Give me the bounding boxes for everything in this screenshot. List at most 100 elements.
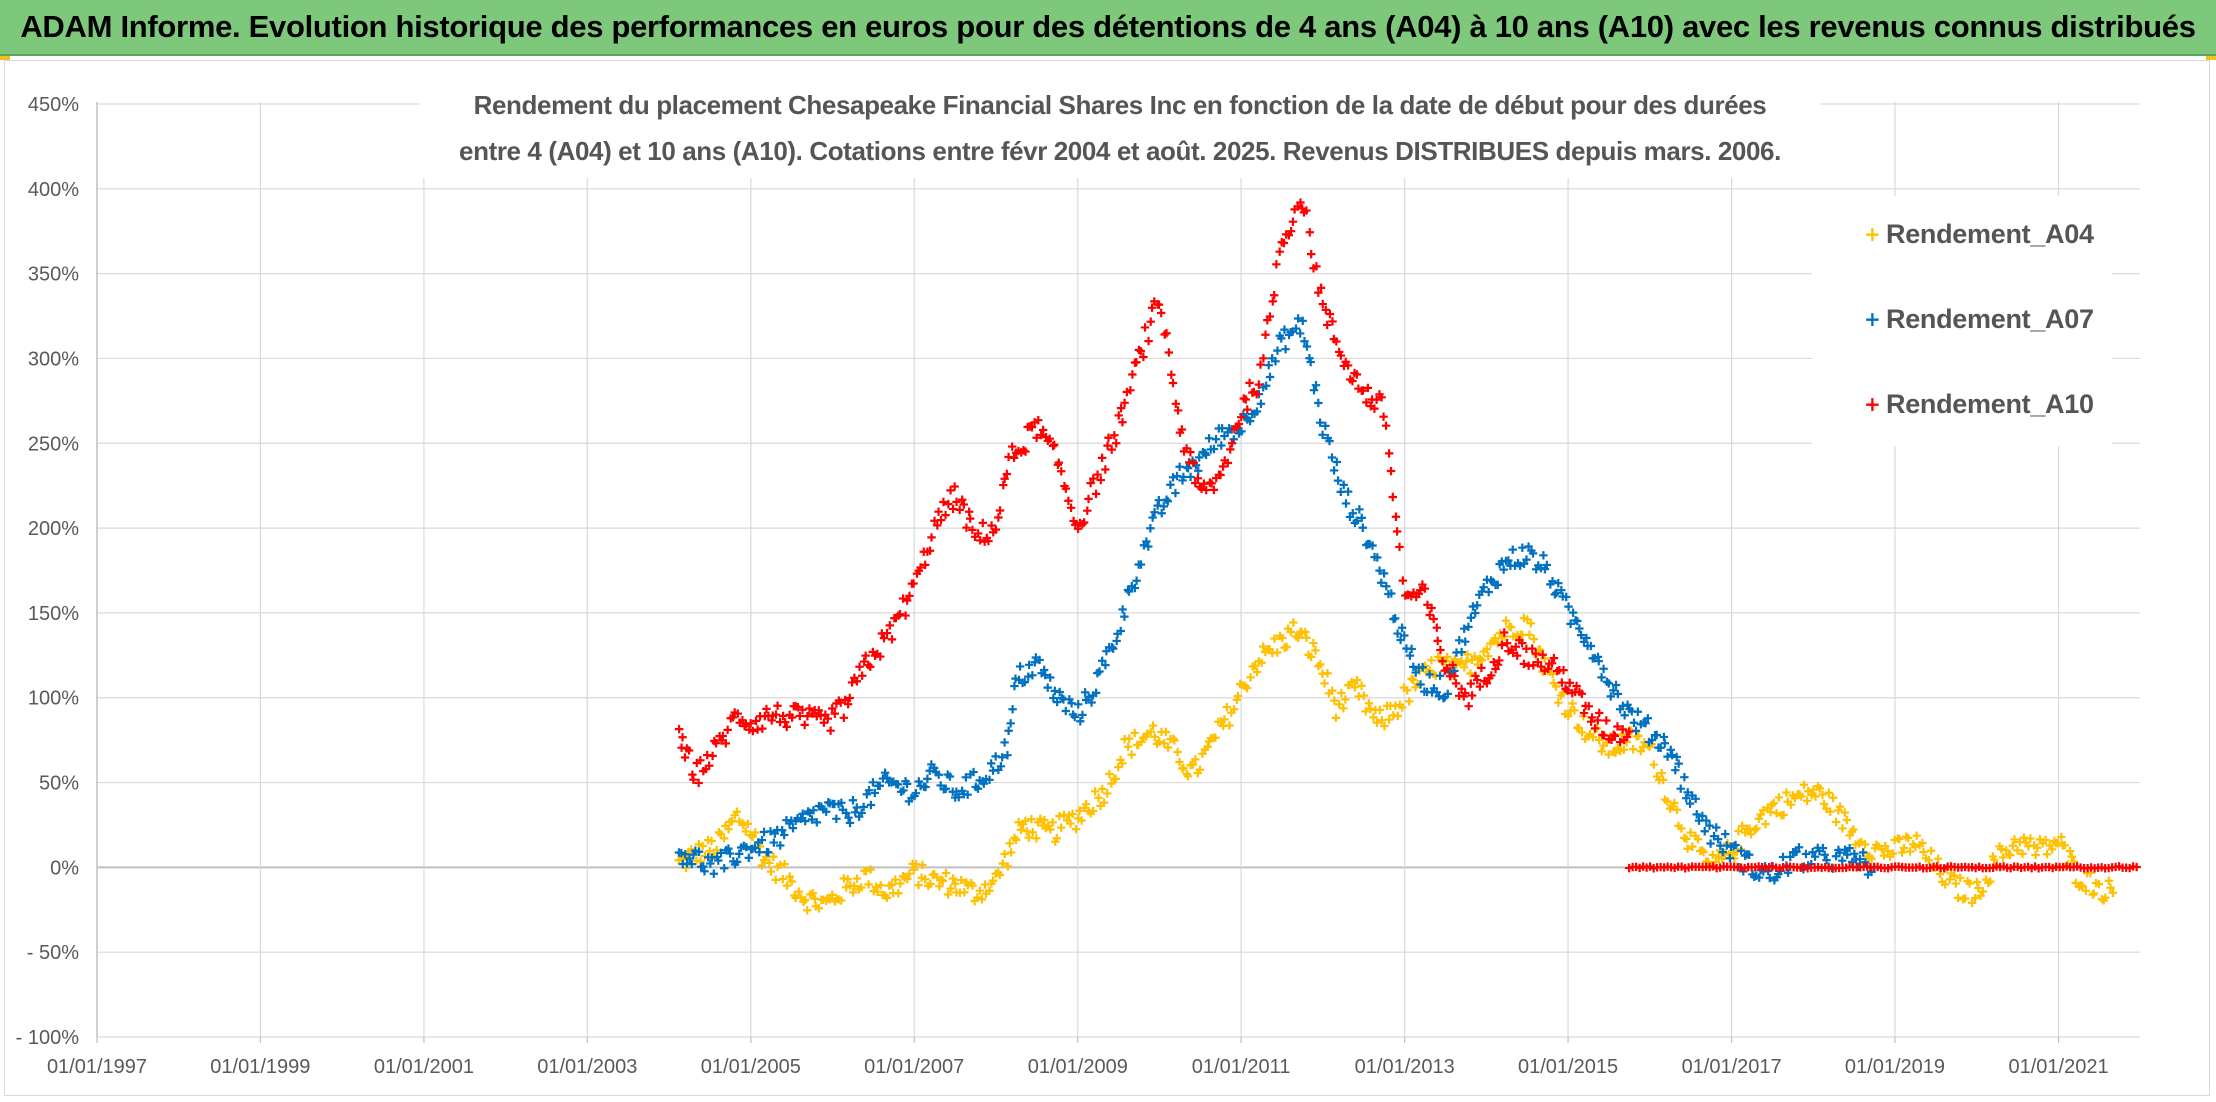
data-point-rendement-a07 — [969, 767, 978, 777]
data-point-rendement-a07 — [1339, 480, 1348, 490]
data-point-rendement-a10 — [1261, 330, 1270, 339]
data-point-rendement-a04 — [1014, 818, 1023, 827]
data-point-rendement-a10 — [1057, 467, 1066, 476]
data-point-rendement-a10 — [1497, 640, 1507, 650]
data-point-rendement-a04 — [2026, 834, 2035, 843]
data-point-rendement-a10 — [1442, 664, 1452, 673]
data-point-rendement-a04 — [2108, 888, 2118, 898]
data-point-rendement-a04 — [1682, 834, 1691, 844]
data-point-rendement-a04 — [1088, 806, 1098, 816]
data-point-rendement-a07 — [1271, 357, 1280, 366]
data-point-rendement-a04 — [1335, 700, 1344, 709]
data-point-rendement-a10 — [1245, 378, 1254, 388]
data-point-rendement-a07 — [1179, 472, 1188, 482]
data-point-rendement-a10 — [1473, 675, 1482, 685]
chart-title: Rendement du placement Chesapeake Financ… — [420, 82, 1820, 178]
data-point-rendement-a10 — [711, 738, 721, 748]
data-point-rendement-a07 — [899, 786, 908, 795]
data-point-rendement-a07 — [757, 835, 767, 845]
data-point-rendement-a10 — [1429, 614, 1438, 624]
data-point-rendement-a07 — [1124, 587, 1134, 596]
data-point-rendement-a04 — [1989, 855, 1999, 864]
data-point-rendement-a04 — [1311, 646, 1320, 655]
data-point-rendement-a07 — [1842, 850, 1852, 859]
data-point-rendement-a07 — [1183, 463, 1193, 473]
data-point-rendement-a07 — [1087, 698, 1096, 707]
data-point-rendement-a07 — [961, 773, 971, 782]
data-point-rendement-a04 — [1734, 826, 1743, 836]
data-point-rendement-a04 — [1220, 715, 1229, 724]
data-point-rendement-a04 — [1619, 745, 1629, 754]
data-point-rendement-a04 — [1897, 848, 1907, 857]
data-point-rendement-a07 — [1166, 480, 1175, 489]
legend-item-a07: + Rendement_A07 — [1864, 299, 2094, 339]
data-point-rendement-a10 — [1073, 524, 1083, 533]
data-point-rendement-a04 — [957, 875, 966, 885]
data-point-rendement-a04 — [705, 846, 714, 856]
data-point-rendement-a10 — [995, 506, 1005, 515]
data-point-rendement-a04 — [1161, 727, 1171, 737]
data-point-rendement-a07 — [1548, 577, 1557, 586]
data-point-rendement-a07 — [1217, 441, 1226, 450]
data-point-rendement-a04 — [1950, 871, 1959, 880]
data-point-rendement-a04 — [1380, 721, 1389, 731]
data-point-rendement-a04 — [782, 881, 792, 890]
data-point-rendement-a07 — [1136, 560, 1146, 569]
data-point-rendement-a10 — [939, 497, 948, 507]
data-point-rendement-a04 — [2101, 893, 2110, 902]
data-point-rendement-a07 — [868, 778, 878, 787]
chart-area — [4, 60, 2210, 1096]
data-point-rendement-a07 — [1713, 834, 1723, 844]
data-point-rendement-a07 — [1084, 692, 1093, 702]
data-point-rendement-a07 — [1150, 507, 1159, 517]
y-tick-label: 350% — [28, 264, 79, 286]
x-tick-label: 01/01/1997 — [47, 1056, 147, 1078]
data-point-rendement-a07 — [1325, 436, 1334, 446]
data-point-rendement-a07 — [744, 853, 753, 863]
data-point-rendement-a04 — [1046, 825, 1055, 834]
data-point-rendement-a04 — [864, 880, 873, 889]
data-point-rendement-a04 — [1302, 633, 1311, 642]
data-point-rendement-a07 — [1321, 421, 1330, 431]
data-point-rendement-a04 — [1965, 879, 1974, 888]
data-point-rendement-a10 — [882, 628, 892, 638]
data-point-rendement-a10 — [1467, 691, 1477, 700]
data-point-rendement-a07 — [1459, 624, 1469, 633]
data-point-rendement-a07 — [1020, 677, 1029, 687]
data-point-rendement-a10 — [901, 611, 910, 620]
data-point-rendement-a04 — [1077, 816, 1086, 825]
data-point-rendement-a04 — [861, 866, 871, 876]
data-point-rendement-a04 — [1867, 854, 1876, 863]
data-point-rendement-a10 — [1502, 638, 1512, 648]
data-point-rendement-a04 — [1470, 652, 1479, 661]
data-point-rendement-a10 — [944, 499, 953, 509]
data-point-rendement-a04 — [882, 893, 892, 903]
data-point-rendement-a10 — [1579, 708, 1589, 718]
data-point-rendement-a07 — [750, 843, 760, 853]
data-point-rendement-a04 — [1657, 768, 1666, 778]
data-point-rendement-a07 — [1633, 707, 1643, 716]
data-point-rendement-a07 — [1820, 850, 1829, 859]
data-point-rendement-a10 — [987, 521, 996, 530]
data-point-rendement-a04 — [814, 904, 824, 913]
data-point-rendement-a07 — [986, 759, 996, 768]
data-point-rendement-a04 — [712, 845, 721, 855]
data-point-rendement-a10 — [1136, 346, 1145, 356]
data-point-rendement-a07 — [1594, 656, 1603, 666]
data-point-rendement-a07 — [1217, 424, 1227, 433]
data-point-rendement-a04 — [724, 824, 733, 834]
data-point-rendement-a04 — [1761, 819, 1770, 829]
data-point-rendement-a10 — [1533, 658, 1543, 667]
legend-label-a04: Rendement_A04 — [1886, 218, 2094, 249]
data-point-rendement-a10 — [1209, 485, 1219, 495]
data-point-rendement-a07 — [1211, 435, 1221, 444]
data-point-rendement-a07 — [1576, 630, 1586, 640]
data-point-rendement-a07 — [1291, 324, 1301, 333]
data-point-rendement-a04 — [1246, 673, 1255, 682]
data-point-rendement-a07 — [1666, 745, 1675, 755]
data-point-rendement-a10 — [1048, 441, 1058, 451]
data-point-rendement-a07 — [769, 838, 779, 847]
data-point-rendement-a10 — [847, 678, 857, 687]
data-point-rendement-a07 — [1566, 619, 1575, 629]
